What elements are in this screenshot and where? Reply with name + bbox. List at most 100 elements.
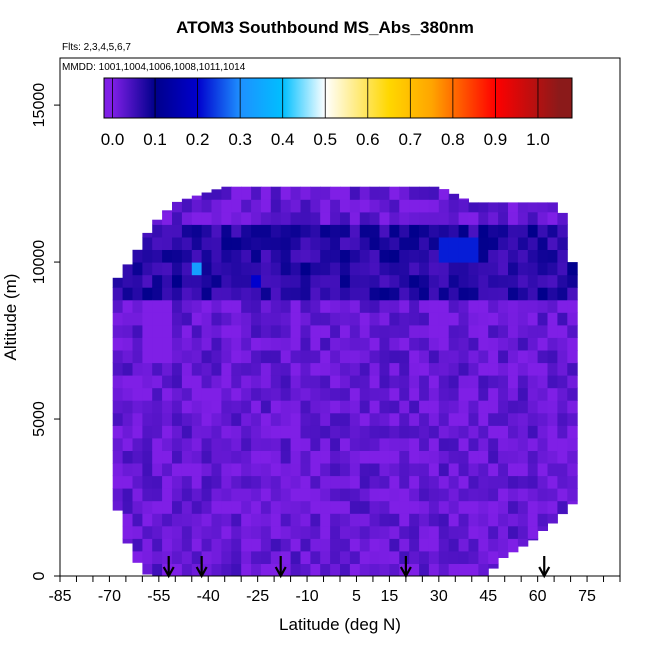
heatmap-cell	[428, 350, 440, 364]
heatmap-cell	[191, 563, 203, 577]
heatmap-cell	[438, 299, 450, 313]
heatmap-cell	[448, 324, 460, 338]
heatmap-cell	[300, 563, 311, 577]
heatmap-cell	[438, 525, 450, 539]
heatmap-cell	[152, 538, 163, 552]
heatmap-cell	[162, 337, 173, 351]
heatmap-cell	[369, 337, 380, 351]
heatmap-cell	[211, 387, 222, 401]
heatmap-cell	[152, 525, 163, 539]
heatmap-cell	[527, 337, 539, 351]
heatmap-cell	[231, 463, 242, 477]
heatmap-cell	[448, 400, 460, 414]
heatmap-cell	[142, 437, 153, 451]
heatmap-cell	[379, 412, 390, 426]
heatmap-cell	[300, 463, 311, 477]
heatmap-cell	[468, 236, 479, 250]
heatmap-cell	[310, 538, 321, 552]
heatmap-cell	[537, 450, 548, 464]
heatmap-cell	[468, 350, 479, 364]
heatmap-cell	[458, 224, 469, 238]
heatmap-cell	[537, 400, 548, 414]
heatmap-cell	[498, 488, 509, 502]
heatmap-cell	[537, 525, 548, 531]
heatmap-cell	[527, 211, 539, 225]
heatmap-cell	[162, 450, 173, 464]
heatmap-cell	[320, 362, 331, 376]
heatmap-cell	[152, 375, 163, 389]
heatmap-cell	[142, 236, 153, 250]
heatmap-cell	[557, 387, 568, 401]
heatmap-cell	[527, 450, 539, 464]
heatmap-cell	[191, 199, 203, 213]
heatmap-cell	[260, 550, 272, 564]
heatmap-cell	[527, 488, 539, 502]
heatmap-cell	[181, 500, 193, 514]
heatmap-cell	[478, 400, 489, 414]
heatmap-cell	[478, 299, 489, 313]
heatmap-cell	[399, 500, 410, 514]
heatmap-cell	[270, 224, 282, 238]
heatmap-cell	[419, 249, 430, 263]
heatmap-cell	[448, 525, 460, 539]
heatmap-cell	[132, 400, 143, 414]
heatmap-cell	[290, 262, 301, 276]
heatmap-cell	[379, 387, 390, 401]
x-axis-label: Latitude (deg N)	[279, 615, 401, 634]
y-tick-label: 5000	[31, 401, 48, 437]
heatmap-cell	[340, 412, 351, 426]
heatmap-cell	[340, 437, 351, 451]
heatmap-cell	[438, 563, 450, 577]
heatmap-cell	[498, 362, 509, 376]
heatmap-cell	[547, 375, 558, 389]
heatmap-cell	[458, 412, 469, 426]
heatmap-cell	[112, 412, 124, 426]
colorbar-tick-label: 0.9	[484, 130, 508, 149]
heatmap-cell	[478, 224, 489, 238]
heatmap-cell	[191, 500, 203, 514]
heatmap-cell	[419, 224, 430, 238]
heatmap-cell	[369, 450, 380, 464]
heatmap-cell	[557, 412, 568, 426]
colorbar-body	[103, 77, 573, 119]
heatmap-cell	[517, 287, 529, 301]
heatmap-cell	[409, 362, 420, 376]
heatmap-cell	[142, 450, 153, 464]
heatmap-cell	[488, 412, 499, 426]
heatmap-cell	[211, 199, 222, 213]
heatmap-cell	[389, 400, 400, 414]
heatmap-cell	[181, 287, 193, 301]
heatmap-cell	[458, 513, 469, 527]
heatmap-cell	[438, 500, 450, 514]
heatmap-cell	[349, 400, 361, 414]
heatmap-cell	[478, 563, 489, 577]
heatmap-cell	[567, 387, 578, 401]
heatmap-cell	[428, 362, 440, 376]
heatmap-cell	[300, 400, 311, 414]
heatmap-cell	[508, 538, 519, 552]
heatmap-cell	[300, 262, 311, 276]
heatmap-cell	[211, 488, 222, 502]
heatmap-cell	[567, 475, 578, 489]
heatmap-cell	[280, 186, 292, 200]
heatmap-cell	[280, 224, 292, 238]
heatmap-cell	[260, 224, 272, 238]
heatmap-cell	[379, 236, 390, 250]
heatmap-cell	[557, 249, 568, 263]
heatmap-cell	[112, 324, 124, 338]
heatmap-cell	[231, 324, 242, 338]
heatmap-cell	[498, 450, 509, 464]
heatmap-cell	[349, 274, 361, 288]
heatmap-cell	[280, 387, 292, 401]
heatmap-cell	[280, 362, 292, 376]
heatmap-cell	[231, 287, 242, 301]
heatmap-cell	[221, 425, 232, 439]
heatmap-cell	[349, 224, 361, 238]
heatmap-cell	[379, 525, 390, 539]
heatmap-cell	[221, 236, 232, 250]
heatmap-cell	[409, 224, 420, 238]
heatmap-cell	[369, 412, 380, 426]
heatmap-cell	[478, 550, 489, 564]
heatmap-cell	[478, 262, 489, 276]
heatmap-cell	[369, 475, 380, 489]
